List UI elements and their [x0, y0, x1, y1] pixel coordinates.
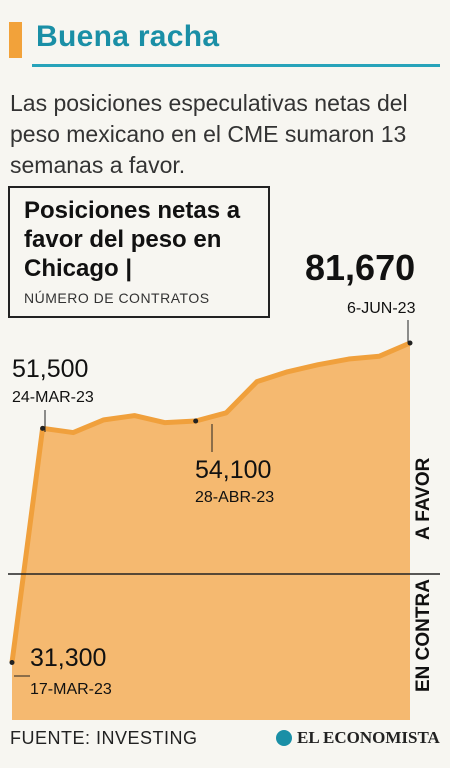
chart-label-box: Posiciones netas a favor del peso en Chi…	[8, 186, 270, 318]
data-point-marker	[9, 660, 15, 666]
deck-text: Las posiciones especulativas netas del p…	[10, 90, 408, 178]
annotation-value: 81,670	[305, 247, 415, 288]
annotation-value: 31,300	[30, 644, 106, 672]
data-point-marker	[193, 418, 199, 424]
annotation-date: 24-MAR-23	[12, 389, 94, 406]
annotation-date: 17-MAR-23	[30, 681, 112, 698]
header-rule	[32, 64, 440, 67]
brand-name: EL ECONOMISTA	[297, 728, 440, 747]
series-line	[9, 340, 411, 663]
brand-logo: EL ECONOMISTA	[276, 728, 440, 748]
header-accent-bar	[9, 22, 22, 58]
data-point-marker	[407, 340, 413, 346]
chart-label-subtitle: NÚMERO DE CONTRATOS	[24, 290, 210, 306]
contra-label: EN CONTRA	[413, 579, 434, 692]
favor-label: A FAVOR	[413, 457, 434, 540]
annotation-date: 28-ABR-23	[195, 489, 274, 506]
chart-label-title: Posiciones netas a favor del peso en Chi…	[24, 197, 241, 282]
brand-logo-icon	[276, 730, 292, 746]
source-text: FUENTE: INVESTING	[10, 728, 198, 748]
annotation-date: 6-JUN-23	[347, 300, 416, 317]
headline: Buena racha	[36, 20, 220, 53]
annotation-value: 54,100	[195, 456, 271, 484]
data-point-marker	[40, 425, 46, 431]
area-fill	[12, 343, 410, 720]
annotation-value: 51,500	[12, 355, 88, 383]
